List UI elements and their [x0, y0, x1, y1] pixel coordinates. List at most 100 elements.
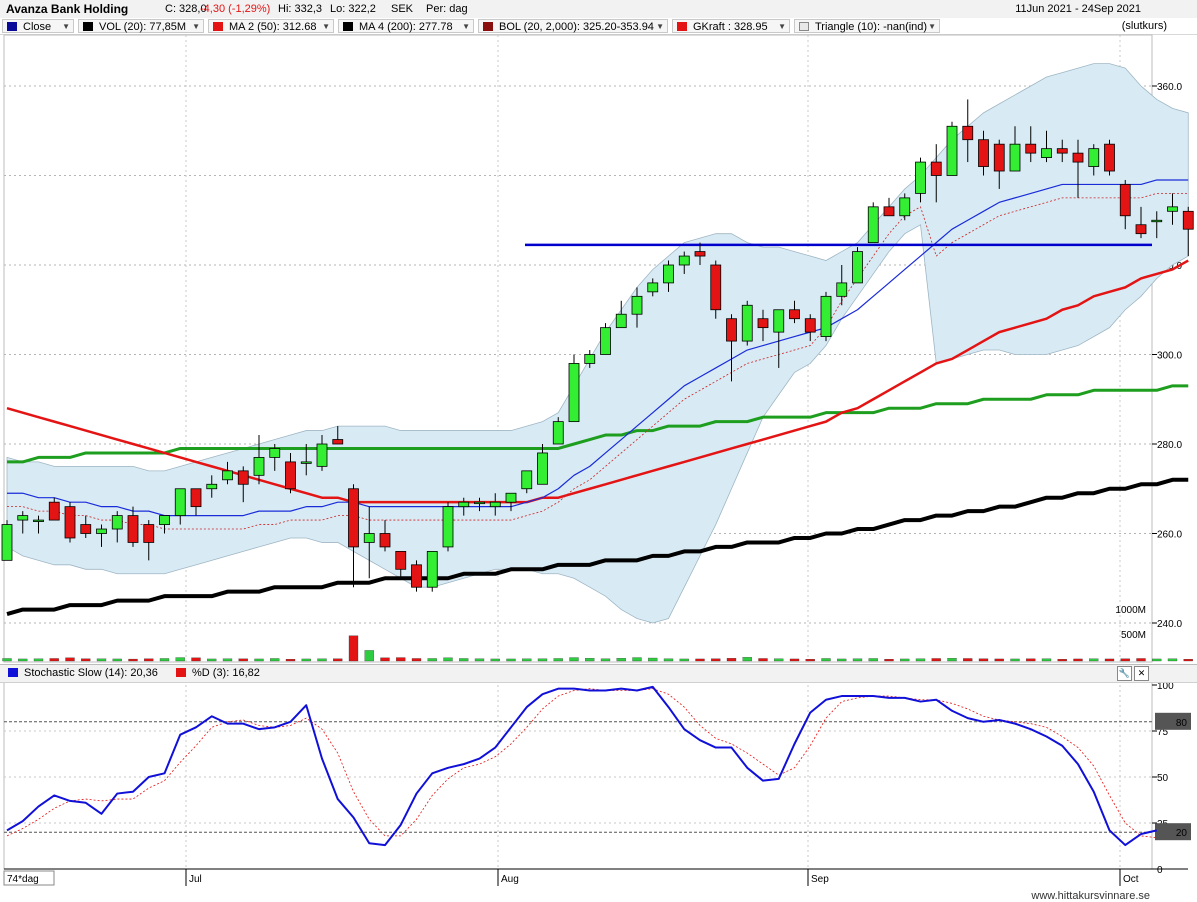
volume-bar: [963, 658, 973, 662]
legend-label: VOL (20): 77,85M: [99, 21, 187, 33]
volume-bar: [270, 658, 280, 662]
period-label-box: [3, 870, 55, 886]
candle-body: [395, 551, 407, 570]
volume-bar: [931, 658, 941, 662]
volume-bar: [537, 658, 548, 662]
candle-body: [143, 524, 155, 543]
volume-bar: [333, 658, 343, 662]
volume-bar: [411, 658, 422, 662]
stoch-tick-label: 100: [1157, 681, 1174, 692]
candle-body: [789, 309, 800, 320]
x-tick-label: Sep: [811, 874, 829, 885]
candle-body: [458, 501, 470, 508]
candle-body: [1135, 224, 1147, 235]
volume-bar: [947, 658, 957, 662]
legend-gkraft[interactable]: GKraft : 328.95 ▼: [672, 19, 790, 33]
candle-body: [883, 206, 895, 217]
volume-bar: [506, 658, 516, 662]
chevron-down-icon: ▼: [462, 22, 470, 31]
candle-body: [978, 139, 989, 167]
legend-ma50[interactable]: MA 2 (50): 312.68 ▼: [208, 19, 334, 33]
legend-label: %D (3): 16,82: [192, 667, 260, 679]
volume-bar: [616, 658, 626, 662]
legend-ma200[interactable]: MA 4 (200): 277.78 ▼: [338, 19, 474, 33]
legend-close[interactable]: Close ▼: [2, 19, 74, 33]
candle-body: [1, 524, 13, 561]
candle-body: [237, 470, 249, 485]
period-label: Per: dag: [426, 3, 468, 15]
volume-bar: [490, 658, 500, 662]
volume-bar: [569, 657, 579, 662]
legend-triangle[interactable]: Triangle (10): -nan(ind) ▼: [794, 19, 940, 33]
stoch-k-line: [6, 685, 1157, 847]
price-tick-label: 360.0: [1157, 82, 1182, 93]
legend-label: Close: [23, 21, 52, 33]
volume-bar: [1010, 658, 1020, 662]
volume-bar: [81, 658, 91, 662]
volume-bar: [648, 657, 658, 662]
candle-body: [521, 470, 533, 490]
candle-body: [1056, 148, 1068, 154]
price-tick-label: 300.0: [1157, 351, 1182, 362]
legend-swatch: [7, 22, 17, 31]
close-icon[interactable]: ✕: [1134, 666, 1149, 681]
candle-body: [17, 515, 29, 521]
candle-body: [600, 327, 611, 355]
stoch-tick-label: 75: [1157, 727, 1169, 738]
high-value: Hi: 332,3: [278, 3, 323, 15]
volume-bar: [128, 658, 138, 662]
candle-body: [222, 470, 233, 481]
indicator-legend: Close ▼ VOL (20): 77,85M ▼ MA 2 (50): 312.…: [0, 18, 1197, 35]
candle-body: [159, 515, 170, 525]
volume-bar: [774, 658, 784, 662]
candle-body: [773, 309, 785, 333]
volume-bar: [821, 658, 831, 662]
volume-bar: [711, 658, 721, 662]
stoch-level-badge: [1155, 712, 1191, 730]
candle-body: [33, 519, 44, 522]
ma50-line: [6, 259, 1189, 504]
volume-bar: [348, 635, 359, 662]
currency-label: SEK: [391, 3, 414, 15]
volume-bar: [868, 658, 878, 662]
volume-bar: [1073, 658, 1083, 662]
candle-body: [552, 421, 564, 445]
legend-vol[interactable]: VOL (20): 77,85M ▼: [78, 19, 204, 33]
legend-stochastic[interactable]: Stochastic Slow (14): 20,36: [4, 666, 170, 680]
candle-body: [426, 551, 438, 588]
volume-bar: [553, 658, 563, 662]
legend-stochastic-d[interactable]: %D (3): 16,82: [172, 666, 272, 680]
ma20-line: [7, 179, 1189, 517]
candle-body: [442, 506, 454, 548]
candle-body: [474, 501, 485, 505]
volume-bar: [159, 658, 170, 662]
legend-bollinger[interactable]: BOL (20, 2,000): 325.20-353.94 ▼: [478, 19, 668, 33]
volume-bar: [112, 658, 122, 662]
legend-label: Triangle (10): -nan(ind): [815, 21, 928, 33]
stochastic-legend: Stochastic Slow (14): 20,36 %D (3): 16,8…: [0, 664, 1197, 683]
legend-swatch: [8, 668, 18, 677]
candle-body: [190, 488, 202, 508]
volume-bar: [1120, 658, 1130, 662]
x-tick-label: Aug: [501, 874, 519, 885]
volume-tick-label: 1000M: [1115, 605, 1146, 616]
price-tick-label: 260.0: [1157, 530, 1182, 541]
candle-body: [1088, 148, 1100, 167]
legend-label: BOL (20, 2,000): 325.20-353.94: [499, 21, 654, 33]
volume-bar: [301, 658, 311, 662]
wrench-icon[interactable]: 🔧: [1117, 666, 1132, 681]
candle-body: [96, 528, 107, 534]
stochastic-panel-frame: [3, 681, 1153, 870]
candle-body: [1182, 210, 1194, 230]
candle-body: [1104, 143, 1115, 172]
candle-body: [1072, 152, 1084, 163]
volume-bar: [443, 657, 453, 662]
candle-body: [852, 251, 863, 284]
period-label: 74*dag: [7, 874, 39, 885]
candle-body: [962, 125, 974, 141]
candle-body: [505, 492, 517, 503]
volume-bar: [459, 658, 469, 662]
candle-body: [174, 488, 186, 517]
volume-bar: [837, 658, 847, 662]
